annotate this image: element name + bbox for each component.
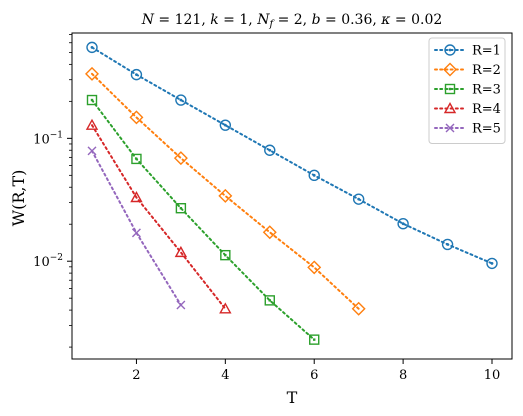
x-tick-label: 10 [484, 368, 501, 383]
x-tick-label: 8 [399, 368, 407, 383]
data-point [130, 68, 143, 81]
data-point [176, 300, 186, 310]
legend-label: R=4 [472, 102, 501, 117]
series-R=5 [87, 146, 186, 310]
legend-item: R=2 [434, 62, 501, 78]
series-layer [85, 41, 498, 345]
data-point [486, 257, 498, 270]
series-line [91, 99, 316, 341]
plot-frame [71, 32, 513, 360]
data-point [441, 238, 454, 251]
series-R=1 [86, 41, 498, 270]
y-tick-label: 10−2 [33, 253, 63, 270]
data-point [262, 225, 277, 240]
data-point [131, 153, 142, 165]
y-axis-title: W(R,T) [9, 170, 28, 227]
series-line [91, 124, 227, 310]
legend-label: R=3 [472, 83, 501, 98]
legend-label: R=2 [472, 63, 501, 78]
data-point [174, 245, 188, 258]
x-tick-label: 4 [221, 368, 229, 383]
series-line [91, 149, 182, 307]
data-point [129, 110, 144, 125]
data-point [308, 169, 320, 182]
x-tick-label: 2 [132, 368, 140, 383]
data-point [309, 334, 320, 345]
data-point [219, 119, 232, 131]
series-line [91, 72, 360, 310]
legend-label: R=1 [472, 44, 501, 59]
data-point [131, 228, 141, 238]
data-point [351, 301, 366, 316]
series-R=4 [85, 118, 232, 314]
legend-item: R=1 [434, 44, 501, 59]
legend: R=1 R=2 R=3 R=4 R=5 [428, 37, 506, 144]
series-line [91, 46, 493, 265]
data-point [130, 191, 143, 203]
data-point [173, 151, 188, 166]
chart-title: N = 121, k = 1, Nf = 2, b = 0.36, κ = 0.… [141, 12, 443, 30]
data-point [307, 260, 322, 275]
legend-item: R=4 [434, 102, 501, 117]
data-point [397, 217, 409, 230]
data-point [352, 193, 365, 205]
data-point [86, 41, 98, 54]
legend-item: R=5 [434, 122, 501, 137]
data-point [220, 249, 231, 261]
series-R=3 [86, 94, 320, 345]
legend-label: R=5 [472, 122, 501, 137]
legend-box [428, 37, 506, 144]
data-point [218, 188, 233, 203]
y-tick-label: 10−1 [33, 130, 63, 147]
x-tick-label: 6 [310, 368, 318, 383]
data-point [175, 94, 187, 106]
data-point [87, 146, 97, 156]
data-point [175, 203, 187, 214]
data-point [85, 66, 99, 81]
series-R=2 [85, 66, 366, 316]
legend-item: R=3 [434, 83, 501, 98]
data-point [86, 94, 98, 106]
data-point [264, 144, 276, 156]
x-axis-title: T [287, 388, 298, 407]
data-point [219, 302, 232, 314]
data-point [85, 118, 99, 130]
data-point [264, 295, 275, 306]
